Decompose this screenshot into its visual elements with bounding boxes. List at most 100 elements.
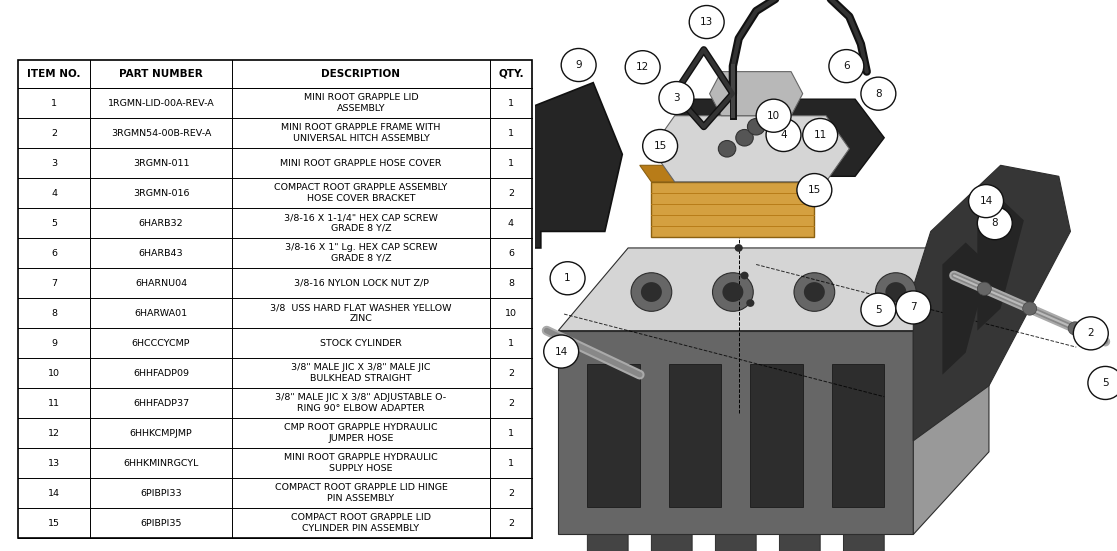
- Circle shape: [659, 82, 694, 115]
- Bar: [751, 364, 803, 507]
- Text: 3/8" MALE JIC X 3/8" MALE JIC
BULKHEAD STRAIGHT: 3/8" MALE JIC X 3/8" MALE JIC BULKHEAD S…: [292, 363, 431, 383]
- Text: 5: 5: [875, 305, 881, 315]
- Text: 9: 9: [575, 60, 582, 70]
- Bar: [18, 418, 532, 448]
- Circle shape: [804, 282, 824, 302]
- Text: 10: 10: [48, 369, 60, 377]
- Circle shape: [803, 118, 838, 152]
- Bar: [18, 178, 532, 208]
- Bar: [18, 508, 532, 538]
- Circle shape: [544, 335, 579, 368]
- Circle shape: [735, 217, 743, 224]
- Circle shape: [689, 6, 724, 39]
- Text: QTY.: QTY.: [498, 69, 524, 79]
- Text: 13: 13: [48, 458, 60, 467]
- Text: 2: 2: [51, 128, 57, 138]
- Text: 11: 11: [48, 398, 60, 408]
- Circle shape: [794, 273, 834, 311]
- Text: 6HCCCYCMP: 6HCCCYCMP: [132, 338, 190, 348]
- Circle shape: [829, 50, 863, 83]
- Text: 1: 1: [51, 99, 57, 107]
- Text: ITEM NO.: ITEM NO.: [27, 69, 80, 79]
- Circle shape: [713, 273, 753, 311]
- Text: 1: 1: [508, 429, 514, 437]
- Polygon shape: [914, 165, 1070, 441]
- Bar: [18, 238, 532, 268]
- Text: MINI ROOT GRAPPLE LID
ASSEMBLY: MINI ROOT GRAPPLE LID ASSEMBLY: [304, 93, 418, 113]
- Text: 6HARB43: 6HARB43: [139, 249, 183, 257]
- Circle shape: [741, 272, 748, 279]
- Text: 1: 1: [508, 458, 514, 467]
- Circle shape: [746, 299, 754, 307]
- Text: 3/8-16 X 1" Lg. HEX CAP SCREW
GRADE 8 Y/Z: 3/8-16 X 1" Lg. HEX CAP SCREW GRADE 8 Y/…: [285, 244, 437, 263]
- Text: 10: 10: [505, 309, 517, 317]
- Text: 3: 3: [51, 159, 57, 168]
- Bar: [18, 88, 532, 118]
- Bar: [18, 208, 532, 238]
- Bar: [18, 148, 532, 178]
- Text: 11: 11: [813, 130, 827, 140]
- Text: 6: 6: [51, 249, 57, 257]
- Text: 6PIBPI35: 6PIBPI35: [141, 518, 182, 527]
- Circle shape: [1023, 302, 1037, 315]
- Circle shape: [561, 48, 596, 82]
- Circle shape: [723, 282, 743, 302]
- Text: 3RGMN-011: 3RGMN-011: [133, 159, 189, 168]
- Circle shape: [718, 141, 736, 157]
- Text: 3/8  USS HARD FLAT WASHER YELLOW
ZINC: 3/8 USS HARD FLAT WASHER YELLOW ZINC: [270, 303, 451, 323]
- Circle shape: [756, 99, 791, 132]
- Text: 4: 4: [780, 130, 786, 140]
- Polygon shape: [651, 182, 814, 237]
- Text: 2: 2: [508, 369, 514, 377]
- Bar: [18, 448, 532, 478]
- Circle shape: [796, 174, 832, 207]
- Text: 1RGMN-LID-00A-REV-A: 1RGMN-LID-00A-REV-A: [107, 99, 214, 107]
- Text: 12: 12: [48, 429, 60, 437]
- Polygon shape: [943, 242, 989, 375]
- Polygon shape: [651, 534, 693, 551]
- Text: 9: 9: [51, 338, 57, 348]
- Circle shape: [861, 77, 896, 110]
- Text: 2: 2: [508, 188, 514, 197]
- Text: 4: 4: [508, 219, 514, 228]
- Text: 2: 2: [508, 398, 514, 408]
- Circle shape: [631, 273, 671, 311]
- Text: 2: 2: [1088, 328, 1095, 338]
- Circle shape: [1068, 322, 1082, 335]
- Polygon shape: [709, 72, 803, 116]
- Circle shape: [886, 282, 906, 302]
- Text: 7: 7: [910, 302, 917, 312]
- Polygon shape: [663, 99, 885, 176]
- Bar: [18, 60, 532, 538]
- Text: 13: 13: [700, 17, 714, 27]
- Circle shape: [626, 51, 660, 84]
- Circle shape: [1088, 366, 1117, 399]
- Polygon shape: [477, 83, 622, 248]
- Text: 1: 1: [508, 99, 514, 107]
- Circle shape: [896, 291, 930, 324]
- Bar: [18, 478, 532, 508]
- Circle shape: [551, 262, 585, 295]
- Bar: [18, 268, 532, 298]
- Text: COMPACT ROOT GRAPPLE LID
CYLINDER PIN ASSEMBLY: COMPACT ROOT GRAPPLE LID CYLINDER PIN AS…: [292, 514, 431, 533]
- Polygon shape: [977, 198, 1024, 331]
- Polygon shape: [651, 116, 849, 182]
- Text: 1: 1: [508, 159, 514, 168]
- Text: 7: 7: [51, 278, 57, 288]
- Text: CMP ROOT GRAPPLE HYDRAULIC
JUMPER HOSE: CMP ROOT GRAPPLE HYDRAULIC JUMPER HOSE: [284, 423, 438, 442]
- Text: 8: 8: [508, 278, 514, 288]
- Text: MINI ROOT GRAPPLE HOSE COVER: MINI ROOT GRAPPLE HOSE COVER: [280, 159, 441, 168]
- Text: 3/8-16 NYLON LOCK NUT Z/P: 3/8-16 NYLON LOCK NUT Z/P: [294, 278, 429, 288]
- Text: 5: 5: [51, 219, 57, 228]
- Text: 15: 15: [653, 141, 667, 151]
- Bar: [18, 298, 532, 328]
- Polygon shape: [558, 248, 989, 331]
- Bar: [18, 388, 532, 418]
- Circle shape: [977, 207, 1012, 240]
- Text: 6HARNU04: 6HARNU04: [135, 278, 187, 288]
- Bar: [18, 328, 532, 358]
- Circle shape: [968, 185, 1003, 218]
- Text: 14: 14: [554, 347, 567, 356]
- Text: MINI ROOT GRAPPLE HYDRAULIC
SUPPLY HOSE: MINI ROOT GRAPPLE HYDRAULIC SUPPLY HOSE: [284, 453, 438, 473]
- Text: 6HHKCMPJMP: 6HHKCMPJMP: [130, 429, 192, 437]
